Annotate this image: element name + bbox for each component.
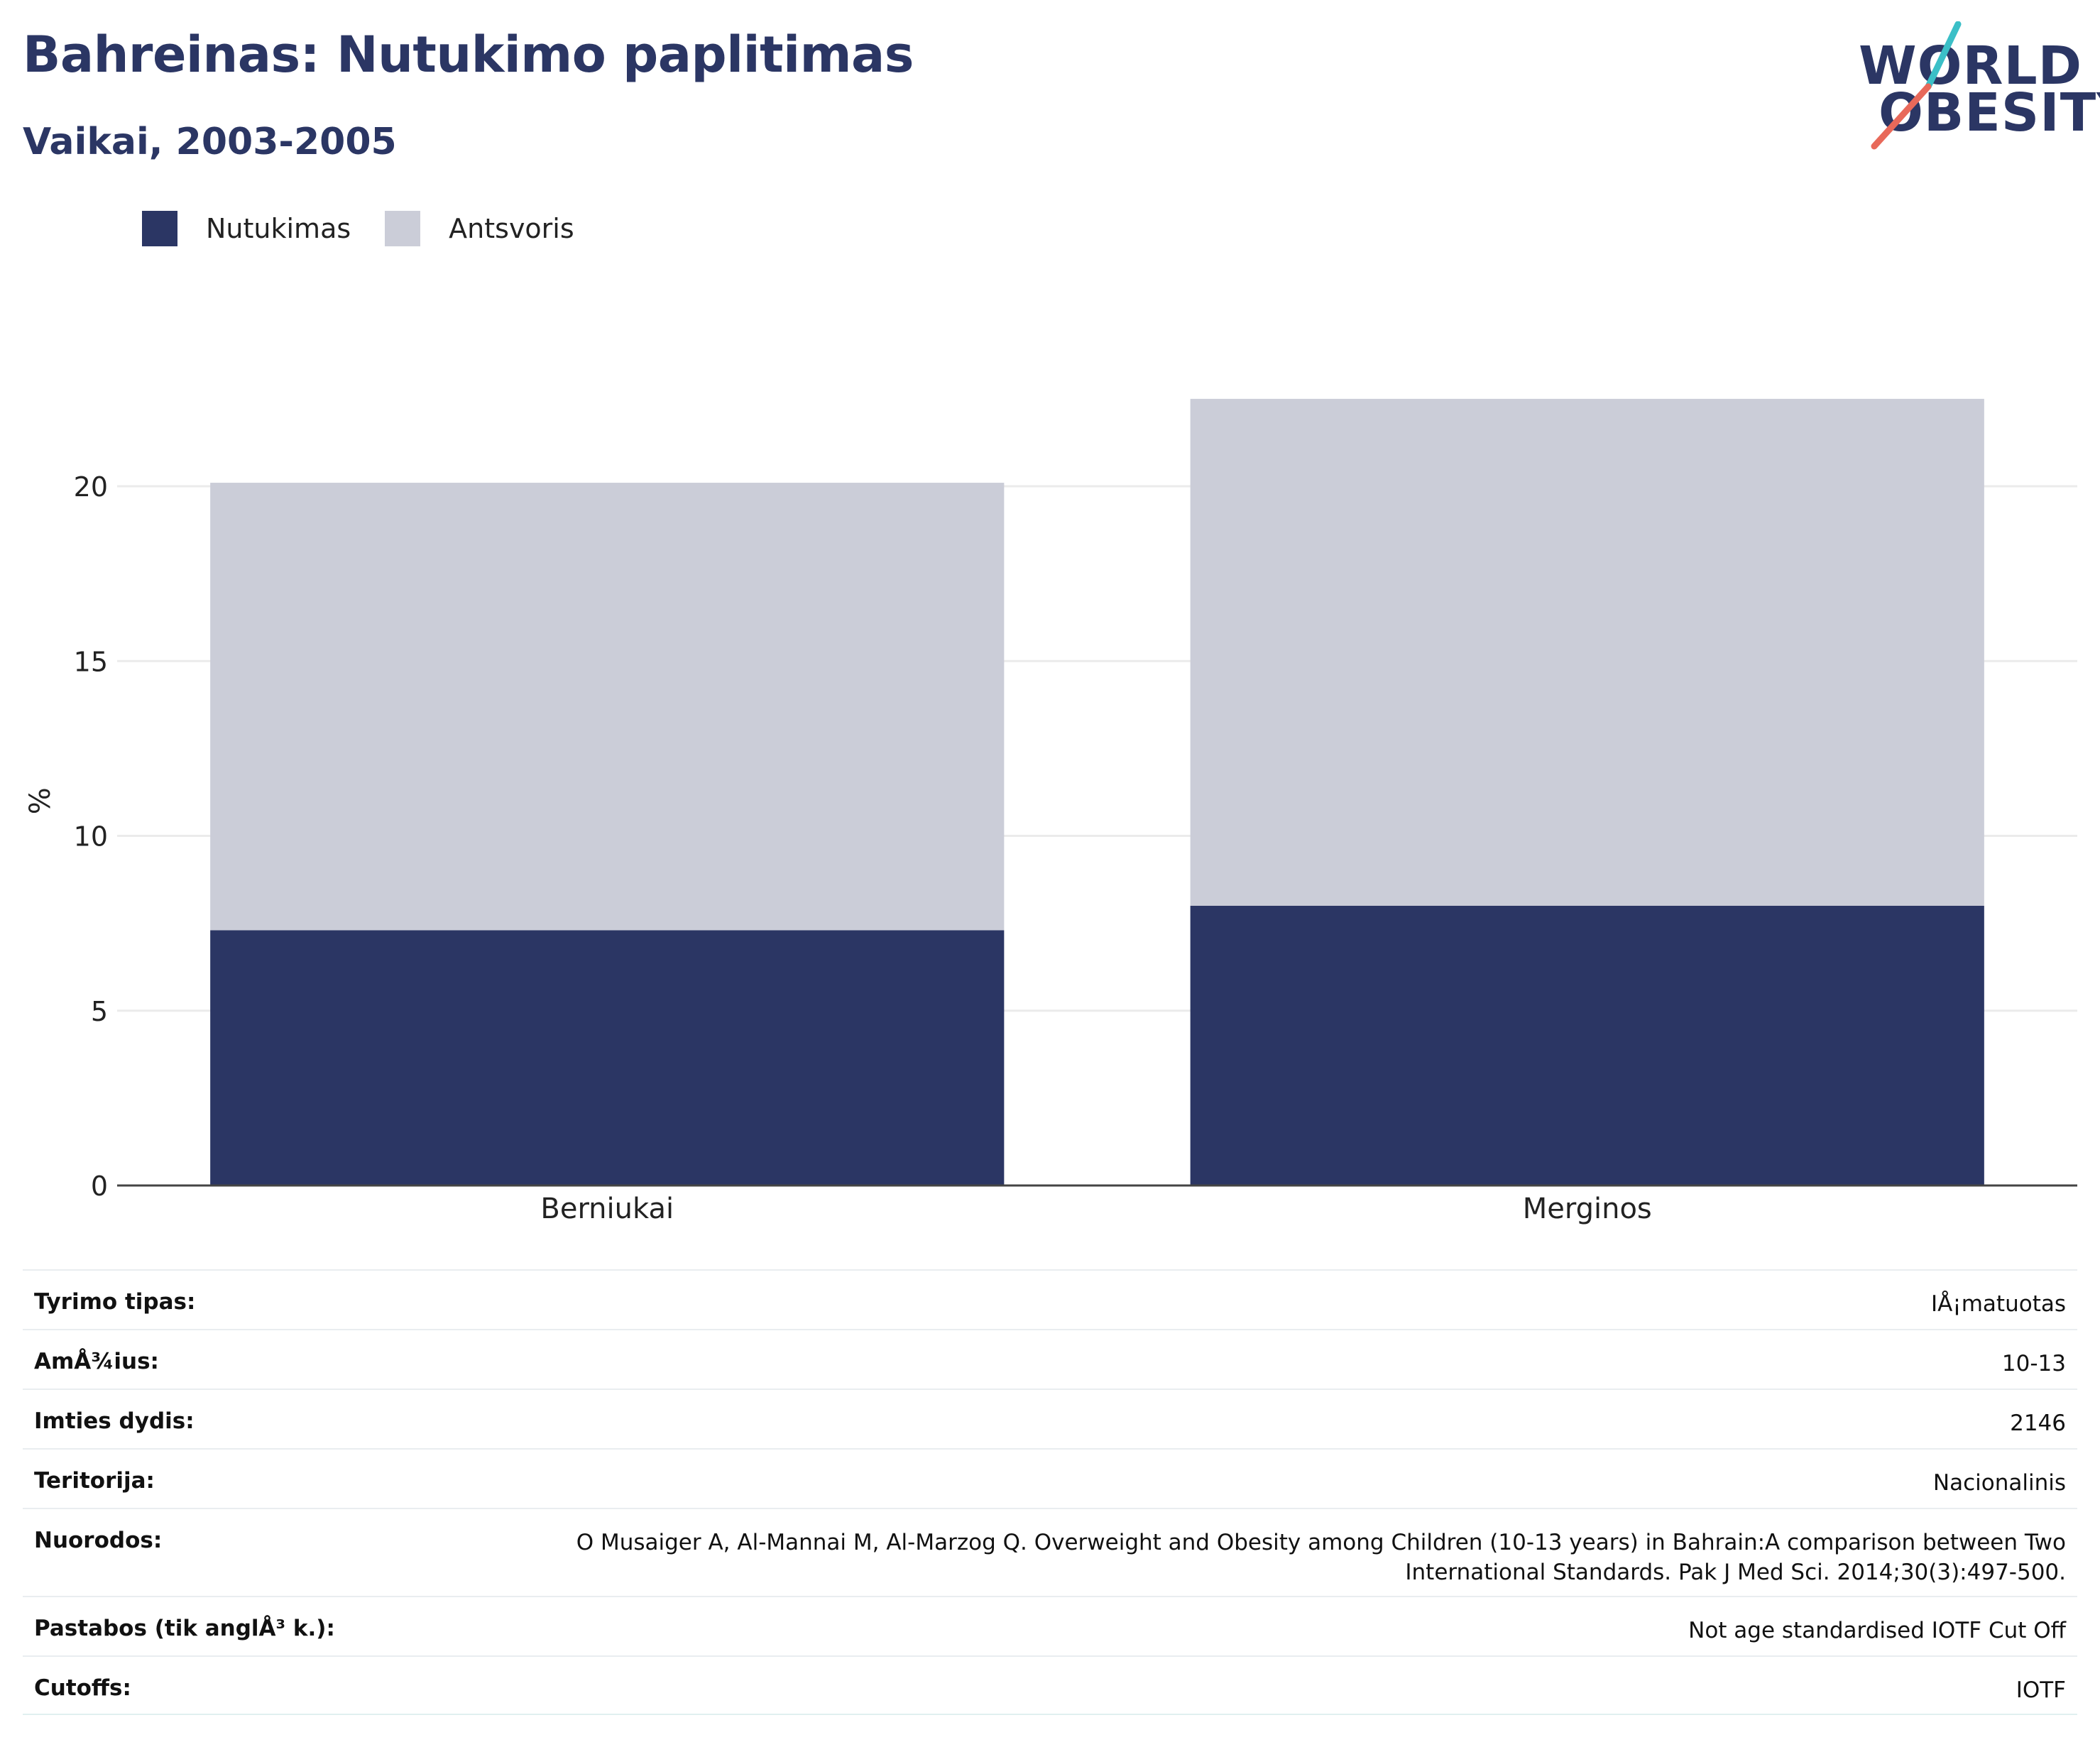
legend-label-obesity: Nutukimas (206, 213, 351, 244)
logo-line-1: WORLD (1859, 35, 2083, 97)
info-label: Imties dydis: (34, 1408, 195, 1434)
y-tick-label: 20 (74, 471, 108, 503)
info-value: Nacionalinis (1932, 1470, 2066, 1496)
y-tick-label: 15 (74, 646, 108, 677)
bar-obesity (210, 930, 1005, 1185)
y-tick-label: 5 (91, 996, 108, 1027)
bar-obesity (1190, 906, 1984, 1185)
info-value: 10-13 (2001, 1351, 2066, 1376)
y-tick-label: 10 (74, 821, 108, 853)
info-label: Teritorija: (34, 1468, 155, 1494)
y-tick-label: 0 (91, 1171, 108, 1202)
info-row: Tyrimo tipas: IÅ¡matuotas (23, 1269, 2077, 1329)
info-value: O Musaiger A, Al-Mannai M, Al-Marzog Q. … (576, 1530, 2066, 1585)
info-label: Tyrimo tipas: (34, 1289, 196, 1315)
page-title: Bahreinas: Nutukimo paplitimas (23, 26, 914, 84)
info-row: Imties dydis: 2146 (23, 1389, 2077, 1448)
x-tick-label: Berniukai (540, 1193, 674, 1225)
legend-swatch-obesity (142, 211, 177, 246)
world-obesity-logo: WORLD OBESITY (1846, 21, 2100, 156)
logo-slash-icon (1871, 21, 1962, 150)
info-value: IOTF (2016, 1677, 2066, 1703)
info-label: Cutoffs: (34, 1675, 131, 1701)
legend-item-overweight: Antsvoris (385, 211, 574, 246)
legend-label-overweight: Antsvoris (449, 213, 574, 244)
info-value: IÅ¡matuotas (1930, 1291, 2066, 1317)
info-value: 2146 (2010, 1411, 2066, 1436)
bar-overweight (1190, 398, 1984, 906)
legend-swatch-overweight (385, 211, 421, 246)
y-axis-label: % (24, 787, 57, 814)
x-tick-label: Merginos (1523, 1193, 1652, 1225)
info-row: Teritorija: Nacionalinis (23, 1448, 2077, 1508)
info-label: AmÅ¾ius: (34, 1349, 159, 1374)
info-row: Pastabos (tik anglÅ³ k.): Not age standar… (23, 1596, 2077, 1655)
info-label: Nuorodos: (34, 1528, 163, 1553)
logo-line-2: OBESITY (1878, 82, 2100, 143)
page-subtitle: Vaikai, 2003-2005 (23, 121, 397, 163)
info-label: Pastabos (tik anglÅ³ k.): (34, 1616, 335, 1641)
stacked-bar-chart: 0 5 10 15 20% Berniukai Merginos (24, 398, 2077, 1225)
chart-legend: Nutukimas Antsvoris (142, 210, 608, 247)
legend-item-obesity: Nutukimas (142, 211, 351, 246)
info-row: Cutoffs: IOTF (23, 1655, 2077, 1715)
info-value: Not age standardised IOTF Cut Off (1688, 1618, 2066, 1643)
info-row: Nuorodos: O Musaiger A, Al-Mannai M, Al-M… (23, 1508, 2077, 1596)
bar-overweight (210, 483, 1005, 931)
info-row: AmÅ¾ius: 10-13 (23, 1329, 2077, 1389)
study-info-table: Tyrimo tipas: IÅ¡matuotas AmÅ¾ius: 10-13 Imt… (23, 1269, 2077, 1715)
